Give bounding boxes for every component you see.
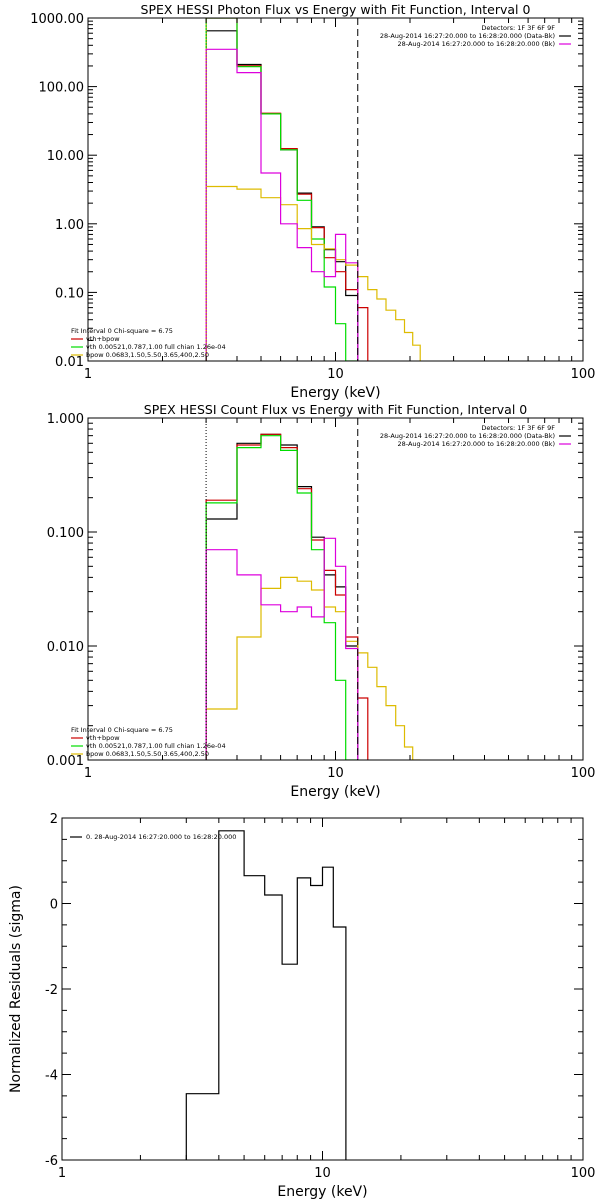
x-axis-label: Energy (keV): [290, 784, 380, 800]
x-tick-label: 1: [84, 367, 92, 382]
series-count-2: [205, 435, 358, 760]
series-count-0: [205, 433, 359, 760]
x-axis-label: Energy (keV): [277, 1184, 367, 1200]
legend-label: vth+bpow: [86, 734, 120, 742]
y-tick-label: -2: [45, 983, 58, 998]
header-line: 28-Aug-2014 16:27:20.000 to 16:28:20.000…: [380, 32, 555, 40]
x-axis-label: Energy (keV): [290, 385, 380, 401]
plot-area: [205, 18, 421, 361]
series-resid-0: [185, 830, 347, 1160]
x-tick-label: 10: [327, 367, 344, 382]
series-photon-2: [205, 18, 358, 361]
chart-title: SPEX HESSI Photon Flux vs Energy with Fi…: [141, 2, 531, 17]
header-line: 28-Aug-2014 16:27:20.000 to 16:28:20.000…: [398, 440, 555, 448]
legend-label: vth 0.00521,0.787,1.00 full chian 1.26e-…: [86, 343, 226, 351]
header-line: 28-Aug-2014 16:27:20.000 to 16:28:20.000…: [380, 432, 555, 440]
legend-label: vth+bpow: [86, 335, 120, 343]
x-tick-label: 1: [84, 766, 92, 781]
series-count-3: [205, 576, 421, 760]
y-tick-label: 1.000: [47, 412, 84, 427]
fit-info: Fit Interval 0 Chi-square = 6.75: [71, 726, 173, 734]
y-axis-label: Normalized Residuals (sigma): [8, 885, 24, 1093]
header-line: 28-Aug-2014 16:27:20.000 to 16:28:20.000…: [398, 40, 555, 48]
series-count-1: [205, 433, 369, 760]
y-tick-label: 0: [50, 898, 58, 913]
y-tick-label: -6: [45, 1154, 58, 1169]
series-photon-0: [205, 30, 359, 361]
x-tick-label: 100: [571, 1166, 596, 1181]
y-tick-label: 0.100: [47, 526, 84, 541]
y-tick-label: 100.00: [39, 81, 85, 96]
y-tick-label: 1.00: [55, 218, 84, 233]
series-photon-4: [205, 48, 359, 361]
legend-label: 0. 28-Aug-2014 16:27:20.000 to 16:28:20.…: [86, 833, 236, 841]
x-tick-label: 100: [571, 367, 596, 382]
chart-count: SPEX HESSI Count Flux vs Energy with Fit…: [47, 402, 596, 800]
y-tick-label: 2: [50, 812, 58, 827]
x-tick-label: 10: [314, 1166, 331, 1181]
chart-resid: 1 10 100 -6 -4 -2 0 2 Energy (keV) Normalized Res…: [8, 812, 595, 1200]
legend-label: bpow 0.0683,1.50,5.50,3.65,400,2.50: [86, 750, 209, 758]
x-tick-label: 1: [58, 1166, 66, 1181]
chart-photon: SPEX HESSI Photon Flux vs Energy with Fi…: [30, 2, 595, 401]
plot-area: [205, 433, 421, 760]
y-tick-label: 10.00: [47, 149, 84, 164]
fit-info: Fit Interval 0 Chi-square = 6.75: [71, 327, 173, 335]
x-tick-label: 10: [327, 766, 344, 781]
plot-area: [185, 830, 347, 1160]
y-tick-label: -4: [45, 1069, 58, 1084]
y-tick-label: 0.010: [47, 640, 84, 655]
chart-title: SPEX HESSI Count Flux vs Energy with Fit…: [144, 402, 527, 417]
series-photon-3: [205, 185, 421, 361]
y-tick-label: 0.10: [55, 286, 84, 301]
y-tick-label: 1000.00: [30, 12, 84, 27]
y-tick-label: 0.001: [47, 754, 84, 769]
header-line: Detectors: 1F 3F 6F 9F: [481, 24, 555, 32]
series-count-4: [205, 537, 359, 760]
legend-label: bpow 0.0683,1.50,5.50,3.65,400,2.50: [86, 351, 209, 359]
y-tick-label: 0.01: [55, 355, 84, 370]
series-photon-1: [205, 18, 369, 361]
legend-label: vth 0.00521,0.787,1.00 full chian 1.26e-…: [86, 742, 226, 750]
header-line: Detectors: 1F 3F 6F 9F: [481, 424, 555, 432]
x-tick-label: 100: [571, 766, 596, 781]
